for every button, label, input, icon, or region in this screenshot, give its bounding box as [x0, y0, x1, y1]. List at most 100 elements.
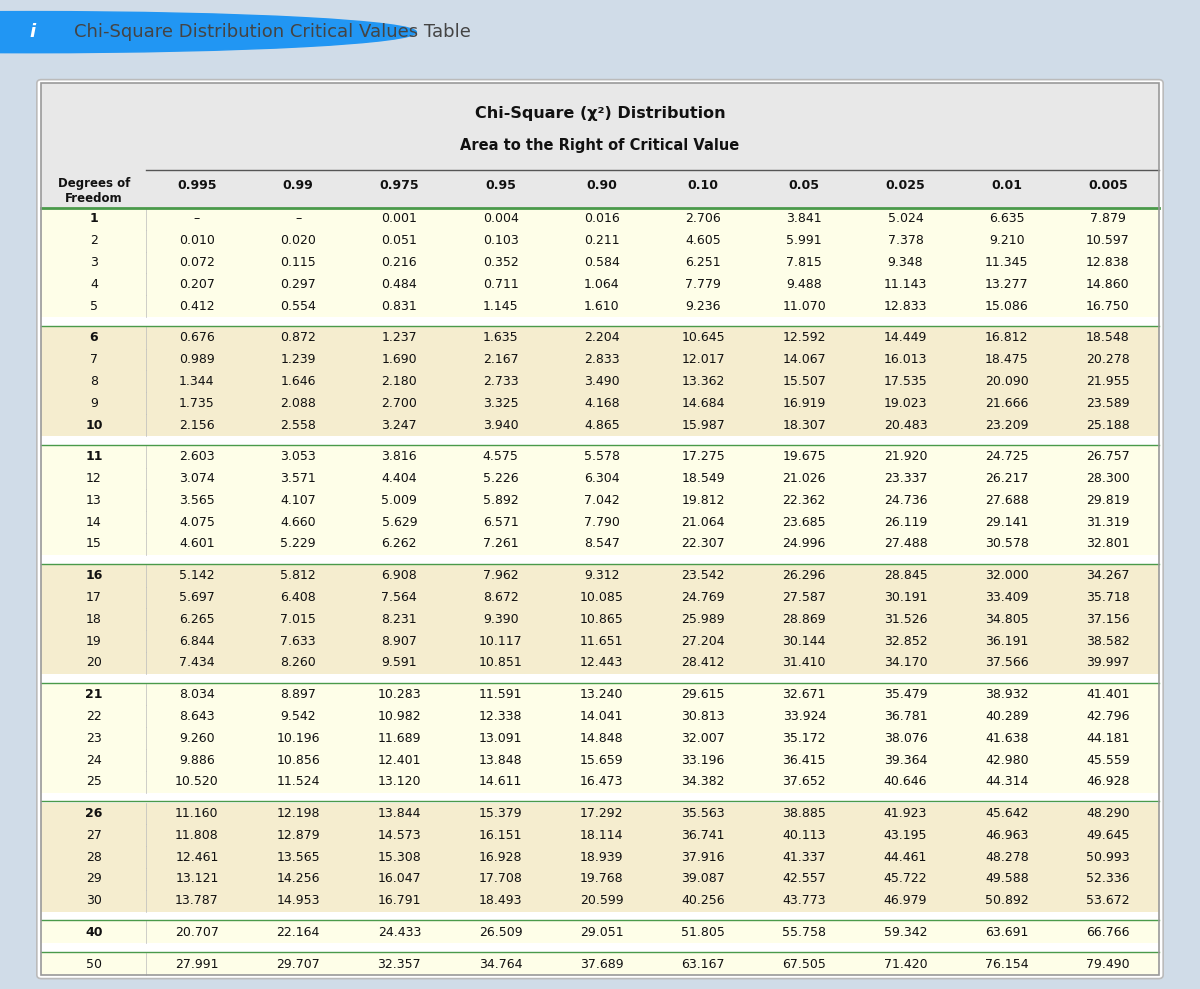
Text: 2.088: 2.088 [280, 397, 316, 409]
Text: 18.548: 18.548 [1086, 331, 1130, 344]
Text: 48.278: 48.278 [985, 851, 1028, 863]
Bar [41, 802, 1159, 825]
Text: 8: 8 [90, 375, 98, 388]
Text: 0.831: 0.831 [382, 300, 418, 313]
Text: 6.408: 6.408 [281, 591, 316, 604]
Text: 34.764: 34.764 [479, 957, 522, 970]
Text: 14.611: 14.611 [479, 775, 522, 788]
Text: 8.672: 8.672 [482, 591, 518, 604]
Text: 11.689: 11.689 [378, 732, 421, 745]
Text: 38.932: 38.932 [985, 688, 1028, 701]
Text: 4.575: 4.575 [482, 450, 518, 463]
Text: 16.047: 16.047 [378, 872, 421, 885]
Text: 1.635: 1.635 [482, 331, 518, 344]
Text: 46.928: 46.928 [1086, 775, 1129, 788]
Bar [41, 468, 1159, 490]
Text: 10.520: 10.520 [175, 775, 218, 788]
Text: 13: 13 [86, 494, 102, 506]
Text: 10.597: 10.597 [1086, 234, 1130, 247]
Text: 43.195: 43.195 [883, 829, 928, 842]
Text: 10.645: 10.645 [682, 331, 725, 344]
Text: 21.666: 21.666 [985, 397, 1028, 409]
Text: 1.735: 1.735 [179, 397, 215, 409]
Text: 23.542: 23.542 [682, 569, 725, 583]
Text: 4.865: 4.865 [584, 418, 619, 431]
Text: 76.154: 76.154 [985, 957, 1028, 970]
Text: 8.643: 8.643 [179, 710, 215, 723]
Text: 4.404: 4.404 [382, 472, 418, 485]
Text: 26.296: 26.296 [782, 569, 826, 583]
Text: 3.940: 3.940 [482, 418, 518, 431]
Text: 10.196: 10.196 [276, 732, 320, 745]
Text: 3: 3 [90, 256, 97, 269]
Text: 5.578: 5.578 [584, 450, 620, 463]
Text: 48.290: 48.290 [1086, 807, 1129, 820]
Text: 5.812: 5.812 [281, 569, 316, 583]
Text: Area to the Right of Critical Value: Area to the Right of Critical Value [461, 138, 739, 153]
Bar [41, 770, 1159, 793]
Text: 16.919: 16.919 [782, 397, 826, 409]
Text: 7.434: 7.434 [179, 657, 215, 670]
Text: 11.808: 11.808 [175, 829, 218, 842]
Bar [41, 953, 1159, 975]
Text: 9.542: 9.542 [281, 710, 316, 723]
Text: 1.646: 1.646 [281, 375, 316, 388]
Bar [41, 533, 1159, 555]
Text: 44.461: 44.461 [884, 851, 928, 863]
Text: 4.168: 4.168 [584, 397, 619, 409]
Text: 11.143: 11.143 [884, 278, 928, 291]
Text: 13.565: 13.565 [276, 851, 320, 863]
Text: 29.051: 29.051 [580, 926, 624, 939]
Text: 14: 14 [86, 515, 102, 529]
Text: 14.256: 14.256 [276, 872, 320, 885]
Text: 0.412: 0.412 [179, 300, 215, 313]
Text: 16.013: 16.013 [883, 353, 928, 366]
Text: 9.236: 9.236 [685, 300, 721, 313]
Text: 20.483: 20.483 [883, 418, 928, 431]
Text: 5: 5 [90, 300, 98, 313]
Text: 20: 20 [86, 657, 102, 670]
Text: 7.779: 7.779 [685, 278, 721, 291]
Text: 0.90: 0.90 [587, 179, 617, 192]
Text: 4.605: 4.605 [685, 234, 721, 247]
Text: 22.362: 22.362 [782, 494, 826, 506]
Text: 23.589: 23.589 [1086, 397, 1129, 409]
Text: 7.879: 7.879 [1090, 213, 1126, 225]
Text: 24.433: 24.433 [378, 926, 421, 939]
Text: 14.449: 14.449 [884, 331, 928, 344]
Text: 41.638: 41.638 [985, 732, 1028, 745]
Text: 6.908: 6.908 [382, 569, 418, 583]
Text: 0.711: 0.711 [482, 278, 518, 291]
Text: 26.119: 26.119 [884, 515, 928, 529]
Text: 12.443: 12.443 [580, 657, 624, 670]
Text: 52.336: 52.336 [1086, 872, 1129, 885]
Text: 4.107: 4.107 [281, 494, 316, 506]
Text: 24.725: 24.725 [985, 450, 1028, 463]
Text: 42.980: 42.980 [985, 754, 1028, 766]
Text: 15.659: 15.659 [580, 754, 624, 766]
Bar [41, 349, 1159, 371]
Text: 0.051: 0.051 [382, 234, 418, 247]
Text: 40.289: 40.289 [985, 710, 1028, 723]
Text: 32.801: 32.801 [1086, 537, 1129, 551]
Bar [41, 414, 1159, 436]
Text: 14.684: 14.684 [682, 397, 725, 409]
Text: 34.382: 34.382 [682, 775, 725, 788]
Text: 50.892: 50.892 [985, 894, 1028, 907]
Text: 22: 22 [86, 710, 102, 723]
Text: 44.314: 44.314 [985, 775, 1028, 788]
Text: 33.196: 33.196 [682, 754, 725, 766]
Text: 46.979: 46.979 [883, 894, 928, 907]
Text: 18: 18 [86, 613, 102, 626]
Text: 31.526: 31.526 [883, 613, 928, 626]
Bar [41, 683, 1159, 705]
Text: 9.886: 9.886 [179, 754, 215, 766]
Text: 13.121: 13.121 [175, 872, 218, 885]
Text: 3.053: 3.053 [281, 450, 316, 463]
Text: –: – [295, 213, 301, 225]
Text: 5.226: 5.226 [482, 472, 518, 485]
Text: 25.188: 25.188 [1086, 418, 1130, 431]
Text: Chi-Square (χ²) Distribution: Chi-Square (χ²) Distribution [475, 106, 725, 121]
Text: 34.170: 34.170 [883, 657, 928, 670]
Text: 9.390: 9.390 [482, 613, 518, 626]
